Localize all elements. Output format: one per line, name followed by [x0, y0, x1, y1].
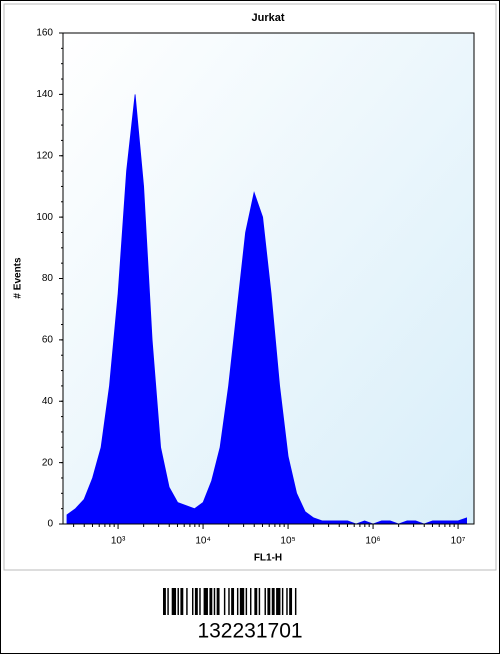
barcode-bar — [209, 588, 213, 615]
y-tick-label: 80 — [42, 273, 54, 284]
y-tick-label: 40 — [42, 396, 54, 407]
barcode-bar — [199, 588, 201, 615]
y-axis-label: # Events — [13, 257, 24, 299]
barcode-bar — [264, 588, 266, 615]
y-tick-label: 20 — [42, 457, 54, 468]
chart-title: Jurkat — [251, 12, 284, 24]
barcode-bar — [192, 588, 194, 615]
x-tick-label: 10³ — [111, 536, 126, 547]
barcode-bar — [245, 588, 248, 615]
barcode-bar — [167, 588, 169, 615]
y-tick-label: 140 — [36, 89, 53, 100]
barcode-bar — [213, 588, 216, 615]
barcode — [163, 588, 297, 615]
barcode-bar — [186, 588, 188, 615]
y-tick-label: 100 — [36, 212, 53, 223]
barcode-bar — [276, 588, 281, 615]
barcode-bar — [254, 588, 258, 615]
barcode-bar — [294, 588, 297, 615]
y-tick-label: 120 — [36, 150, 53, 161]
barcode-bar — [258, 588, 261, 615]
barcode-bar — [228, 588, 230, 615]
barcode-bar — [236, 588, 239, 615]
barcode-bar — [194, 588, 198, 615]
barcode-bar — [177, 588, 179, 615]
y-tick-label: 160 — [36, 28, 53, 39]
x-tick-label: 10⁷ — [451, 536, 466, 547]
y-tick-label: 0 — [47, 519, 53, 530]
barcode-bar — [239, 588, 245, 615]
barcode-bar — [271, 588, 275, 615]
barcode-bar — [163, 588, 166, 615]
barcode-number: 132231701 — [197, 620, 302, 643]
barcode-bar — [180, 588, 184, 615]
histogram-area — [66, 94, 467, 525]
barcode-bar — [250, 588, 252, 615]
x-tick-label: 10⁴ — [195, 536, 210, 547]
barcode-bar — [286, 588, 288, 615]
barcode-bar — [281, 588, 284, 615]
barcode-bar — [289, 588, 293, 615]
barcode-bar — [231, 588, 235, 615]
barcode-bar — [267, 588, 271, 615]
barcode-bar — [171, 588, 177, 615]
barcode-bar — [216, 588, 220, 615]
x-tick-label: 10⁶ — [365, 536, 380, 547]
x-axis-label: FL1-H — [254, 553, 282, 564]
barcode-bar — [203, 588, 208, 615]
x-tick-label: 10⁵ — [280, 536, 295, 547]
barcode-bar — [223, 588, 226, 615]
y-tick-label: 60 — [42, 335, 54, 346]
